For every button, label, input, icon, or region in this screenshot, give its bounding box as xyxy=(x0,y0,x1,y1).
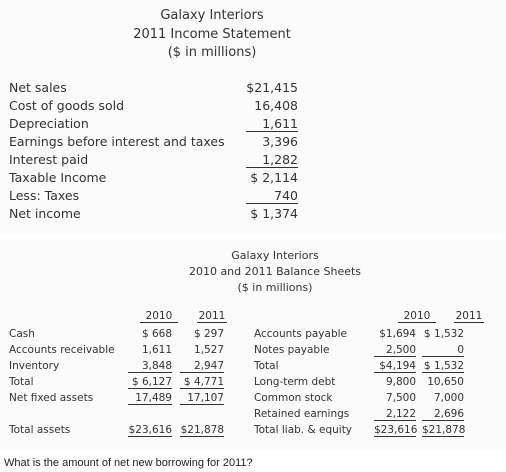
asset-row-label: Net fixed assets xyxy=(9,392,94,404)
assets-year-2010: 2010 xyxy=(140,310,178,323)
liab-row-2010: 2,122 xyxy=(374,408,416,421)
income-title-company: Galaxy Interiors xyxy=(160,8,264,23)
income-row-value: 1,611 xyxy=(246,116,298,132)
liab-row-2011: 2,696 xyxy=(422,408,464,421)
total-assets-2010: $23,616 xyxy=(128,424,172,437)
income-row-label: Net sales xyxy=(9,80,67,95)
asset-row-2011: 1,527 xyxy=(193,344,224,356)
asset-row-2010: $ 668 xyxy=(141,328,172,340)
liab-row-2010: $1,694 xyxy=(379,328,416,340)
income-row-label: Less: Taxes xyxy=(9,188,80,203)
liab-row-2010: 7,500 xyxy=(385,392,416,404)
asset-row-2010: 3,848 xyxy=(128,360,172,373)
asset-row-2011: 17,107 xyxy=(180,392,224,405)
income-title-units: ($ in millions) xyxy=(167,45,257,60)
liab-row-2011: 7,000 xyxy=(433,392,464,404)
income-row-value: $21,415 xyxy=(246,80,298,95)
asset-row-2010: 1,611 xyxy=(141,344,172,356)
income-row-label: Interest paid xyxy=(9,152,89,167)
asset-row-label: Total xyxy=(9,376,34,388)
asset-row-2011: $ 297 xyxy=(193,328,224,340)
liab-row-2010: 9,800 xyxy=(385,376,416,388)
balance-title-units: ($ in millions) xyxy=(237,281,313,294)
question-text: What is the amount of net new borrowing … xyxy=(4,457,253,469)
total-assets-2011: $21,878 xyxy=(180,424,224,437)
liab-row-label: Total liab. & equity xyxy=(254,424,353,436)
income-title-statement: 2011 Income Statement xyxy=(133,27,291,42)
income-row-value: $ 1,374 xyxy=(250,206,298,221)
liab-row-label: Long-term debt xyxy=(254,376,336,388)
liab-row-2010: $4,194 xyxy=(374,360,416,373)
income-row-value: 3,396 xyxy=(262,134,298,149)
liab-row-2011: $21,878 xyxy=(422,424,466,437)
asset-row-2011: 2,947 xyxy=(180,360,224,373)
liab-year-2010: 2010 xyxy=(398,310,436,323)
asset-row-2011: $ 4,771 xyxy=(180,376,224,389)
liab-row-2011: 10,650 xyxy=(427,376,464,388)
asset-row-2010: $ 6,127 xyxy=(128,376,172,389)
liab-row-label: Notes payable xyxy=(254,344,330,356)
assets-year-2011: 2011 xyxy=(197,310,227,323)
balance-title-company: Galaxy Interiors xyxy=(231,249,319,262)
income-row-label: Net income xyxy=(9,206,81,221)
liab-row-2011: $ 1,532 xyxy=(422,360,464,373)
income-statement: Galaxy Interiors 2011 Income Statement (… xyxy=(0,0,506,234)
liab-row-label: Total xyxy=(254,360,279,372)
income-row-label: Taxable Income xyxy=(9,170,107,185)
income-row-value: 1,282 xyxy=(246,152,298,168)
income-row-label: Cost of goods sold xyxy=(9,98,125,113)
income-row-value: $ 2,114 xyxy=(250,170,298,185)
asset-row-label: Cash xyxy=(9,328,35,340)
income-row-value: 16,408 xyxy=(254,98,298,113)
balance-title-statement: 2010 and 2011 Balance Sheets xyxy=(188,265,362,278)
liab-year-2011: 2011 xyxy=(454,310,484,323)
asset-row-label: Accounts receivable xyxy=(9,344,115,356)
income-row-value: 740 xyxy=(246,188,298,204)
liab-row-2011: 0 xyxy=(422,344,464,357)
balance-sheet: Galaxy Interiors 2010 and 2011 Balance S… xyxy=(0,240,506,450)
asset-row-label: Inventory xyxy=(9,360,60,372)
income-row-label: Depreciation xyxy=(9,116,89,131)
total-assets-label: Total assets xyxy=(9,424,71,436)
asset-row-2010: 17,489 xyxy=(128,392,172,405)
liab-row-2010: 2,500 xyxy=(374,344,416,357)
income-row-label: Earnings before interest and taxes xyxy=(9,134,225,149)
liab-row-label: Accounts payable xyxy=(254,328,347,340)
liab-row-label: Common stock xyxy=(254,392,333,404)
liab-row-label: Retained earnings xyxy=(254,408,350,420)
liab-row-2011: $ 1,532 xyxy=(423,328,464,340)
liab-row-2010: $23,616 xyxy=(374,424,418,437)
